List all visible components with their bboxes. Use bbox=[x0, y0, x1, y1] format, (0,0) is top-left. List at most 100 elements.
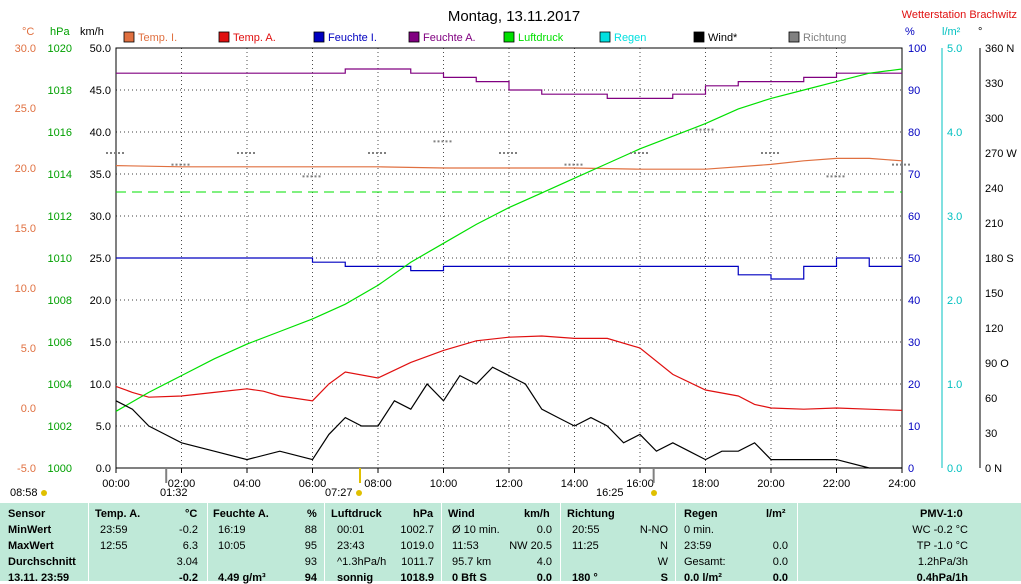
rain_lm2-tick-label: 3.0 bbox=[947, 211, 962, 223]
stat-ld-time: sonnig bbox=[337, 572, 374, 584]
legend-swatch bbox=[693, 31, 705, 43]
wind_kmh-tick-label: 20.0 bbox=[90, 295, 111, 307]
humidity-unit-label: % bbox=[905, 26, 915, 38]
wind_kmh-tick-label: 30.0 bbox=[90, 211, 111, 223]
legend-label: Temp. I. bbox=[138, 32, 177, 44]
stat-rg-label: 23:59 bbox=[684, 540, 712, 552]
rain_lm2-tick-label: 4.0 bbox=[947, 127, 962, 139]
stat-ta-time: 12:55 bbox=[100, 540, 128, 552]
stat-fa-val: 95 bbox=[304, 540, 317, 552]
pressure_hpa-tick-label: 1002 bbox=[48, 421, 72, 433]
richtung-header: Richtung bbox=[567, 508, 615, 520]
stat-ld-val: 1018.9 bbox=[400, 572, 434, 584]
x-tick-label: 08:00 bbox=[364, 478, 392, 490]
humidity_pct-tick-label: 0 bbox=[908, 463, 914, 475]
x-tick-label: 00:00 bbox=[102, 478, 130, 490]
direction_deg-tick-label: 150 bbox=[985, 288, 1003, 300]
wind-unit: km/h bbox=[524, 508, 550, 520]
legend-swatch bbox=[599, 31, 611, 43]
stat-ld-val: 1011.7 bbox=[401, 556, 434, 568]
marker-left-dot bbox=[41, 490, 47, 496]
pressure_hpa-tick-label: 1020 bbox=[48, 43, 72, 55]
temp_c-tick-label: 25.0 bbox=[15, 103, 36, 115]
stat-rg-label: 0.0 l/m² bbox=[684, 572, 722, 584]
stat-label: 13.11. 23:59 bbox=[8, 572, 70, 584]
series-feuchte-i bbox=[116, 257, 902, 280]
pressure_hpa-tick-label: 1010 bbox=[48, 253, 72, 265]
direction_deg-tick-label: 60 bbox=[985, 393, 997, 405]
marker-left-label: 08:58 bbox=[10, 487, 38, 499]
humidity_pct-tick-label: 10 bbox=[908, 421, 920, 433]
marker3-label: 16:25 bbox=[596, 487, 624, 499]
luftdruck-unit: hPa bbox=[413, 508, 434, 520]
stat-w-val: 0.0 bbox=[536, 572, 552, 584]
temp_c-tick-label: 0.0 bbox=[21, 403, 36, 415]
direction_deg-tick-label: 360 N bbox=[985, 43, 1014, 55]
stat-rg-label: 0 min. bbox=[684, 524, 714, 536]
pressure-unit-label: hPa bbox=[50, 26, 70, 38]
regen-unit: l/m² bbox=[766, 508, 786, 520]
x-tick-label: 06:00 bbox=[299, 478, 327, 490]
legend-label: Feuchte I. bbox=[328, 32, 377, 44]
wind_kmh-tick-label: 35.0 bbox=[90, 169, 111, 181]
temp_c-tick-label: -5.0 bbox=[17, 463, 36, 475]
legend-swatch bbox=[408, 31, 420, 43]
humidity_pct-tick-label: 40 bbox=[908, 295, 920, 307]
stat-w-val: 4.0 bbox=[536, 556, 552, 568]
series-wind bbox=[115, 366, 902, 469]
pressure_hpa-tick-label: 1014 bbox=[48, 169, 72, 181]
chart-title: Montag, 13.11.2017 bbox=[448, 8, 580, 25]
stat-pmv: WC -0.2 °C bbox=[912, 524, 968, 536]
stat-fa-val: 94 bbox=[304, 572, 317, 584]
series-feuchte-a bbox=[116, 68, 902, 99]
stat-fa-time: 4.49 g/m³ bbox=[218, 572, 266, 584]
legend-swatch bbox=[313, 31, 325, 43]
marker2-label: 07:27 bbox=[325, 487, 353, 499]
wind_kmh-tick-label: 15.0 bbox=[90, 337, 111, 349]
x-tick-label: 10:00 bbox=[430, 478, 458, 490]
series-temp-i bbox=[115, 157, 903, 170]
x-tick-label: 16:00 bbox=[626, 478, 654, 490]
temp-unit-label: °C bbox=[22, 26, 34, 38]
stat-label: MinWert bbox=[8, 524, 52, 536]
direction_deg-tick-label: 270 W bbox=[985, 148, 1017, 160]
temp_c-tick-label: 30.0 bbox=[15, 43, 36, 55]
legend-swatch bbox=[503, 31, 515, 43]
stat-r-time: 11:25 bbox=[572, 540, 599, 552]
humidity_pct-tick-label: 60 bbox=[908, 211, 920, 223]
x-tick-label: 20:00 bbox=[757, 478, 785, 490]
wind_kmh-tick-label: 25.0 bbox=[90, 253, 111, 265]
legend: Temp. I. Temp. A. Feuchte I. Feuchte A. Luft… bbox=[123, 31, 846, 44]
pressure_hpa-tick-label: 1016 bbox=[48, 127, 72, 139]
stat-ta-time: 23:59 bbox=[100, 524, 128, 536]
stat-ta-val: 6.3 bbox=[182, 540, 198, 552]
direction_deg-tick-label: 90 O bbox=[985, 358, 1009, 370]
stat-w-val: 0.0 bbox=[536, 524, 552, 536]
direction_deg-tick-label: 300 bbox=[985, 113, 1003, 125]
weather-chart: Montag, 13.11.2017 Wetterstation Brachwi… bbox=[10, 8, 1017, 499]
pressure_hpa-tick-label: 1012 bbox=[48, 211, 72, 223]
temp_c-tick-label: 15.0 bbox=[15, 223, 36, 235]
stat-ld-val: 1019.0 bbox=[400, 540, 434, 552]
pressure_hpa-tick-label: 1018 bbox=[48, 85, 72, 97]
sensor-header: Sensor bbox=[8, 508, 46, 520]
direction_deg-tick-label: 210 bbox=[985, 218, 1003, 230]
stat-r-time: 20:55 bbox=[572, 524, 600, 536]
stat-r-time: 180 ° bbox=[572, 572, 598, 584]
direction_deg-tick-label: 0 N bbox=[985, 463, 1002, 475]
humidity_pct-tick-label: 30 bbox=[908, 337, 920, 349]
temp-a-header: Temp. A. bbox=[95, 508, 141, 520]
stat-pmv: TP -1.0 °C bbox=[916, 540, 968, 552]
time-markers: 08:58 01:32 07:27 16:25 bbox=[10, 468, 657, 499]
direction_deg-tick-label: 120 bbox=[985, 323, 1003, 335]
rain_lm2-tick-label: 0.0 bbox=[947, 463, 962, 475]
direction_deg-tick-label: 180 S bbox=[985, 253, 1014, 265]
wind_kmh-tick-label: 50.0 bbox=[90, 43, 111, 55]
stat-fa-val: 88 bbox=[304, 524, 317, 536]
rain_lm2-tick-label: 1.0 bbox=[947, 379, 962, 391]
statistics-panel: Sensor Temp. A. °C Feuchte A. % Luftdruc… bbox=[0, 503, 1021, 584]
legend-swatch bbox=[123, 31, 135, 43]
series-temp-a bbox=[115, 335, 903, 411]
stat-w-label: 95.7 km bbox=[452, 556, 492, 568]
stat-w-label: 11:53 bbox=[452, 540, 479, 552]
